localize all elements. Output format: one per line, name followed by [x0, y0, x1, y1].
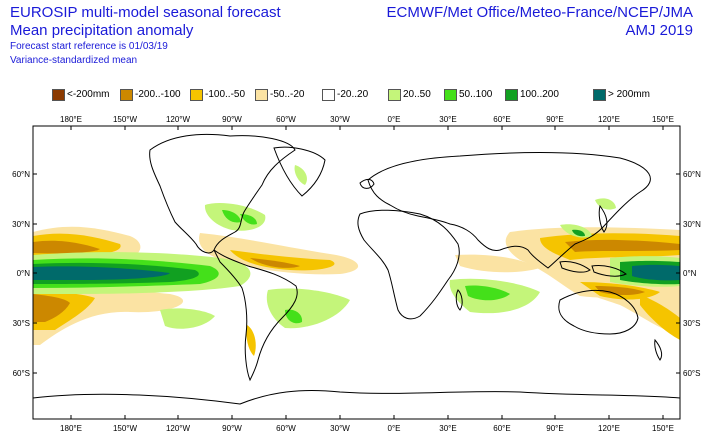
- lon-tick-label: 30°W: [330, 424, 350, 433]
- tick-marks: [33, 126, 680, 419]
- legend-label: -100..-50: [205, 89, 246, 100]
- wet-anomaly-regions: [33, 165, 680, 329]
- legend-swatch: [190, 89, 203, 101]
- wet-anomaly-north-america: [240, 214, 257, 225]
- legend-label: 50..100: [459, 89, 493, 100]
- dry-anomaly-south-pacific: [33, 294, 70, 322]
- lon-tick-label: 60°E: [493, 424, 510, 433]
- legend-label: 20..50: [403, 89, 431, 100]
- lon-tick-label: 180°E: [60, 424, 82, 433]
- wet-anomaly-southeast-pacific: [160, 308, 215, 329]
- legend-swatch: [444, 89, 457, 101]
- world-precipitation-map: 180°E 150°W 120°W 90°W 60°W 30°W 0°E 30°…: [12, 115, 701, 433]
- lon-tick-label: 150°W: [113, 424, 138, 433]
- lon-tick-label: 90°W: [222, 115, 242, 124]
- forecast-title: EUROSIP multi-model seasonal forecast: [10, 4, 281, 21]
- legend-swatch: [322, 89, 335, 101]
- new-guinea-coast: [591, 265, 627, 277]
- lon-tick-label: 30°W: [330, 115, 350, 124]
- lon-tick-label: 120°W: [166, 115, 191, 124]
- dry-anomaly-central-pacific-north: [33, 240, 100, 254]
- dry-anomaly-south-america-west: [246, 325, 256, 356]
- lat-tick-label: 30°S: [13, 319, 30, 328]
- lat-tick-label: 30°S: [683, 319, 700, 328]
- dry-anomaly-australia-south-pacific: [595, 286, 645, 295]
- lon-tick-label: 90°E: [546, 424, 563, 433]
- dry-anomaly-indian-ocean: [455, 254, 540, 273]
- lat-tick-label: 60°S: [683, 369, 700, 378]
- lon-tick-label: 150°W: [113, 115, 138, 124]
- australia-coast: [558, 289, 639, 335]
- wet-anomaly-east-asia: [595, 198, 616, 210]
- dry-anomaly-caribbean-atlantic: [250, 258, 300, 268]
- lon-tick-label: 150°E: [652, 424, 674, 433]
- dry-anomaly-caribbean-atlantic: [230, 250, 335, 271]
- legend-swatch: [120, 89, 133, 101]
- lon-tick-label: 0°E: [388, 424, 401, 433]
- legend-label: <-200mm: [67, 89, 110, 100]
- legend-label: -50..-20: [270, 89, 305, 100]
- wet-anomaly-greenland: [294, 165, 307, 185]
- wet-anomaly-dateline-pacific: [632, 264, 680, 281]
- dry-anomaly-australia-south-pacific: [640, 295, 680, 340]
- wet-anomaly-indian-ocean: [465, 285, 510, 301]
- wet-anomaly-equatorial-pacific: [33, 266, 170, 280]
- lat-tick-label: 0°N: [683, 269, 697, 278]
- wet-anomaly-south-america-atlantic: [285, 309, 303, 324]
- eurasia-coast: [367, 152, 651, 269]
- legend-label: -20..20: [337, 89, 369, 100]
- dry-anomaly-western-pacific: [565, 239, 680, 252]
- legend-swatch: [255, 89, 268, 101]
- madagascar-coast: [455, 289, 463, 311]
- legend-swatch: [52, 89, 65, 101]
- legend-swatch: [593, 89, 606, 101]
- longitude-labels: 180°E 150°W 120°W 90°W 60°W 30°W 0°E 30°…: [60, 115, 674, 433]
- lon-tick-label: 60°W: [276, 424, 296, 433]
- lat-tick-label: 0°N: [17, 269, 31, 278]
- japan-coast: [598, 204, 608, 233]
- legend-swatch: [388, 89, 401, 101]
- north-america-coast: [149, 133, 296, 254]
- lon-tick-label: 30°E: [439, 115, 456, 124]
- lon-tick-label: 30°E: [439, 424, 456, 433]
- lat-tick-label: 30°N: [12, 220, 30, 229]
- lon-tick-label: 180°E: [60, 115, 82, 124]
- standardization-note: Variance-standardized mean: [10, 55, 138, 66]
- wet-anomaly-east-asia: [572, 229, 585, 237]
- forecast-period: AMJ 2019: [625, 22, 693, 39]
- lon-tick-label: 150°E: [652, 115, 674, 124]
- anomaly-fields: [33, 165, 680, 356]
- lon-tick-label: 60°E: [493, 115, 510, 124]
- legend-label: -200..-100: [135, 89, 181, 100]
- lon-tick-label: 120°W: [166, 424, 191, 433]
- south-america-coast: [213, 249, 298, 382]
- british-isles-coast: [359, 178, 375, 189]
- latitude-labels: 60°N 30°N 0°N 30°S 60°S 60°N 30°N 0°N 30…: [12, 170, 701, 378]
- lat-tick-label: 60°N: [683, 170, 701, 179]
- lat-tick-label: 60°S: [13, 369, 30, 378]
- lat-tick-label: 30°N: [683, 220, 701, 229]
- lon-tick-label: 90°W: [222, 424, 242, 433]
- model-providers: ECMWF/Met Office/Meteo-France/NCEP/JMA: [386, 4, 693, 21]
- new-zealand-coast: [654, 338, 663, 361]
- forecast-subtitle: Mean precipitation anomaly: [10, 22, 194, 39]
- lon-tick-label: 120°E: [598, 424, 620, 433]
- wet-anomaly-north-america: [222, 210, 241, 223]
- lon-tick-label: 60°W: [276, 115, 296, 124]
- lat-tick-label: 60°N: [12, 170, 30, 179]
- coastlines: [33, 133, 680, 405]
- lon-tick-label: 120°E: [598, 115, 620, 124]
- legend-label: > 200mm: [608, 89, 650, 100]
- africa-coast: [357, 209, 460, 320]
- antarctica-coast: [33, 390, 680, 405]
- lon-tick-label: 0°E: [388, 115, 401, 124]
- legend-label: 100..200: [520, 89, 559, 100]
- legend-swatch: [505, 89, 518, 101]
- lon-tick-label: 90°E: [546, 115, 563, 124]
- greenland-coast: [273, 146, 326, 197]
- indonesia-coast: [559, 261, 591, 273]
- forecast-start-reference: Forecast start reference is 01/03/19: [10, 41, 168, 52]
